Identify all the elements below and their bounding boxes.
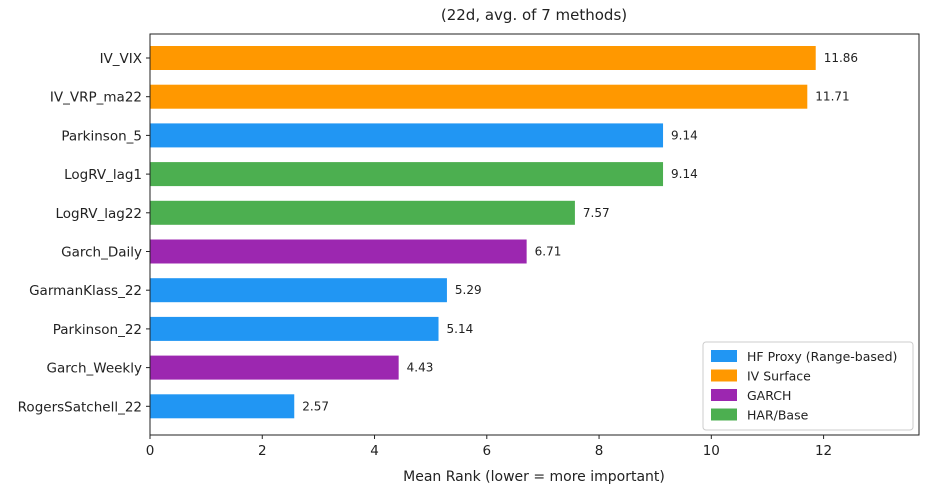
- y-tick-label: GarmanKlass_22: [29, 283, 142, 299]
- y-tick-label: IV_VIX: [100, 51, 142, 67]
- bar-value-label: 2.57: [302, 399, 329, 413]
- bar-parkinson-22: [150, 316, 439, 341]
- bar-value-label: 5.29: [455, 283, 482, 297]
- x-axis-label: Mean Rank (lower = more important): [403, 469, 665, 485]
- bar-value-label: 11.86: [824, 51, 858, 65]
- bar-garch-daily: [150, 239, 527, 264]
- x-tick-label: 6: [482, 443, 491, 459]
- legend-swatch: [711, 408, 737, 421]
- plot-frame: [149, 33, 920, 436]
- x-tick-label: 8: [595, 443, 604, 459]
- x-tick-label: 10: [703, 443, 720, 459]
- y-tick-label: Garch_Daily: [61, 245, 142, 261]
- y-tick-label: Garch_Weekly: [47, 361, 142, 377]
- chart-title: (22d, avg. of 7 methods): [441, 6, 627, 24]
- bar-value-label: 6.71: [535, 245, 562, 259]
- bar-value-label: 7.57: [583, 206, 610, 220]
- x-tick-label: 0: [146, 443, 155, 459]
- bar-value-label: 9.14: [671, 167, 698, 181]
- y-tick-label: LogRV_lag22: [55, 206, 142, 222]
- legend-label: GARCH: [747, 388, 791, 403]
- legend-swatch: [711, 350, 737, 362]
- y-tick-label: RogersSatchell_22: [18, 399, 142, 415]
- y-tick-label: Parkinson_22: [53, 322, 142, 338]
- legend-label: IV Surface: [747, 369, 811, 384]
- legend-box: [702, 341, 914, 431]
- x-tick-label: 12: [815, 443, 832, 459]
- y-tick-label: Parkinson_5: [61, 128, 142, 144]
- y-tick-label: LogRV_lag1: [64, 167, 142, 183]
- bar-rogerssatchell-22: [150, 394, 295, 419]
- x-tick-label: 2: [258, 443, 267, 459]
- bar-iv-vrp-ma22: [150, 84, 808, 109]
- bar-value-label: 4.43: [407, 361, 434, 375]
- bar-garmanklass-22: [150, 278, 447, 303]
- legend-swatch: [711, 389, 737, 401]
- bar-iv-vix: [150, 46, 816, 70]
- x-tick-label: 4: [370, 443, 379, 459]
- legend-swatch: [711, 369, 737, 382]
- bar-value-label: 9.14: [671, 128, 698, 142]
- bar-logrv-lag1: [150, 162, 664, 187]
- legend-label: HF Proxy (Range-based): [747, 349, 897, 364]
- legend-label: HAR/Base: [747, 408, 809, 423]
- y-tick-label: IV_VRP_ma22: [50, 90, 142, 106]
- bar-value-label: 11.71: [815, 90, 849, 104]
- bar-garch-weekly: [150, 355, 399, 380]
- bar-logrv-lag22: [150, 200, 575, 225]
- bar-parkinson-5: [150, 123, 664, 148]
- bar-value-label: 5.14: [447, 322, 474, 336]
- legend: HF Proxy (Range-based) IV Surface GARCH HAR…: [702, 341, 914, 431]
